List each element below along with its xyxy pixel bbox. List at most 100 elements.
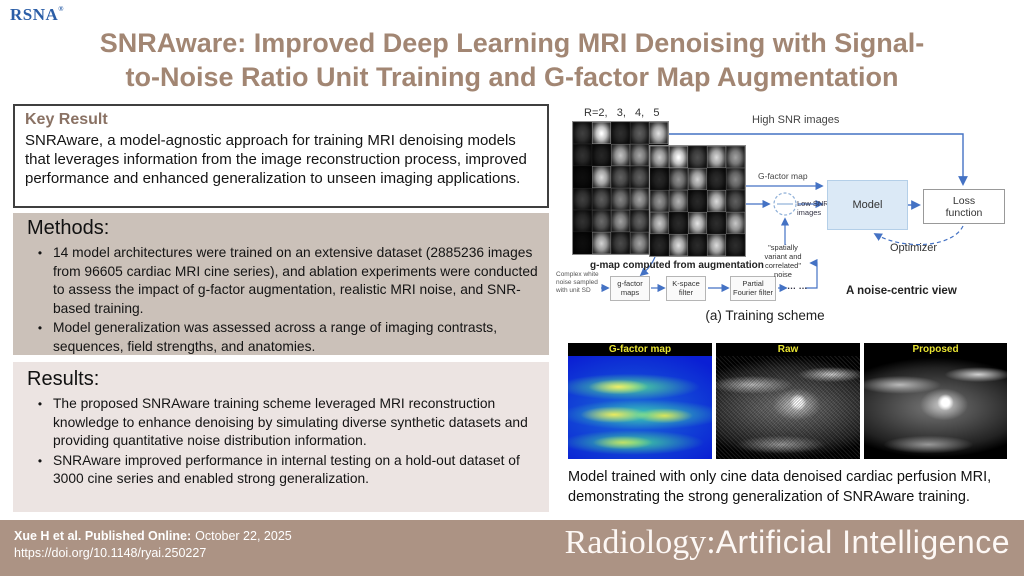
mri-cine-frame: [592, 144, 611, 166]
proposed-panel: Proposed: [864, 343, 1007, 459]
page-title: SNRAware: Improved Deep Learning MRI Den…: [40, 26, 984, 94]
results-bullet-2: • SNRAware improved performance in inter…: [27, 452, 541, 489]
mri-cine-frame: [669, 190, 688, 212]
results-bullet-2-text: SNRAware improved performance in interna…: [53, 452, 520, 487]
bullet-icon: •: [37, 321, 43, 335]
methods-bullet-2: • Model generalization was assessed acro…: [27, 319, 541, 356]
mri-cine-frame: [669, 212, 688, 234]
g-factor-map-label: G-factor map: [758, 171, 808, 181]
mri-cine-frame: [707, 168, 726, 190]
mri-cine-frame: [592, 166, 611, 188]
noise-source-label: Complex white noise sampled with unit SD: [556, 271, 599, 294]
citation-authors: Xue H et al. Published Online:: [14, 529, 192, 543]
mri-cine-frame: [669, 168, 688, 190]
mri-cine-frame: [707, 212, 726, 234]
registered-mark: ®: [58, 5, 65, 13]
proposed-panel-title: Proposed: [864, 343, 1007, 356]
mri-cine-frame: [726, 212, 745, 234]
mri-cine-frame: [650, 212, 669, 234]
methods-box: Methods: • 14 model architectures were t…: [13, 213, 549, 355]
mri-cine-frame: [611, 122, 630, 144]
proposed-mri-image: [864, 356, 1007, 459]
page-title-line-2: to-Noise Ratio Unit Training and G-facto…: [125, 62, 899, 92]
mri-cine-frame: [650, 146, 669, 168]
results-bullet-1: • The proposed SNRAware training scheme …: [27, 395, 541, 451]
mri-cine-frame: [650, 168, 669, 190]
mri-cine-frame: [573, 210, 592, 232]
mri-cine-frame: [650, 190, 669, 212]
high-snr-label: High SNR images: [752, 114, 840, 126]
acceleration-factor-label: R=2, 3, 4, 5: [584, 107, 660, 119]
mri-cine-frame: [611, 144, 630, 166]
noise-add-node-icon: [773, 192, 797, 216]
mri-cine-frame: [611, 232, 630, 254]
mri-cine-frame: [669, 146, 688, 168]
key-result-heading: Key Result: [25, 111, 108, 128]
mri-cine-frame: [592, 188, 611, 210]
rsna-logo-text: RSNA: [10, 5, 59, 24]
mri-cine-frame: [611, 188, 630, 210]
g-factor-panel-title: G-factor map: [568, 343, 712, 356]
methods-bullet-2-text: Model generalization was assessed across…: [53, 320, 498, 354]
results-list: • The proposed SNRAware training scheme …: [27, 395, 541, 489]
results-heading: Results:: [27, 368, 100, 390]
mri-cine-frame: [649, 122, 668, 144]
methods-list: • 14 model architectures were trained on…: [27, 244, 541, 356]
bullet-icon: •: [37, 453, 43, 468]
mri-cine-frame: [726, 190, 745, 212]
pipeline-ellipsis: … …: [787, 281, 808, 291]
methods-heading: Methods:: [27, 217, 110, 239]
results-bullet-1-text: The proposed SNRAware training scheme le…: [53, 396, 528, 448]
mri-cine-frame: [573, 144, 592, 166]
methods-bullet-1: • 14 model architectures were trained on…: [27, 244, 541, 318]
raw-panel-title: Raw: [716, 343, 860, 356]
mri-cine-frame: [573, 166, 592, 188]
citation-date: October 22, 2025: [195, 529, 292, 543]
mri-cine-frame: [592, 210, 611, 232]
mri-cine-frame: [573, 232, 592, 254]
mri-cine-frame: [573, 188, 592, 210]
optimizer-label: Optimizer: [890, 242, 938, 254]
rsna-logo: RSNA®: [10, 5, 64, 25]
mri-cine-frame: [630, 232, 649, 254]
mri-cine-frame: [688, 168, 707, 190]
mri-cine-grid-back: [572, 121, 669, 255]
g-factor-panel: G-factor map: [568, 343, 712, 459]
key-result-box: Key Result SNRAware, a model-agnostic ap…: [13, 104, 549, 208]
mri-cine-frame: [707, 234, 726, 256]
mri-cine-frame: [630, 210, 649, 232]
pipeline-gfactor-maps-box: g-factor maps: [610, 276, 650, 301]
journal-logo: Radiology:Artificial Intelligence: [565, 524, 1010, 562]
mri-cine-grid-front: [649, 145, 746, 257]
page-title-line-1: SNRAware: Improved Deep Learning MRI Den…: [99, 28, 925, 58]
key-result-body: SNRAware, a model-agnostic approach for …: [25, 132, 527, 187]
journal-logo-radiology: Radiology:: [564, 524, 716, 561]
gmap-computed-caption: g-map computed from augmentation: [590, 260, 764, 271]
mri-cine-frame: [726, 234, 745, 256]
mri-cine-frame: [688, 146, 707, 168]
citation-line-1: Xue H et al. Published Online: October 22…: [14, 528, 292, 545]
pipeline-kspace-filter-box: K-space filter: [666, 276, 706, 301]
citation: Xue H et al. Published Online: October 22…: [14, 528, 292, 562]
model-box: Model: [827, 180, 908, 230]
mri-cine-frame: [707, 190, 726, 212]
bullet-icon: •: [37, 246, 43, 260]
loss-function-box: Loss function: [923, 189, 1005, 224]
results-box: Results: • The proposed SNRAware trainin…: [13, 362, 549, 512]
correlated-noise-label: "spatially variant and correlated" noise: [764, 243, 802, 279]
mri-cine-frame: [630, 144, 649, 166]
mri-cine-frame: [688, 190, 707, 212]
methods-bullet-1-text: 14 model architectures were trained on a…: [53, 245, 538, 316]
noise-centric-view-label: A noise-centric view: [846, 285, 957, 297]
generalization-caption: Model trained with only cine data denois…: [568, 469, 992, 505]
bullet-icon: •: [37, 397, 43, 411]
low-snr-images-label: Low SNR images: [797, 199, 829, 217]
g-factor-map-image: [568, 356, 712, 459]
citation-doi: https://doi.org/10.1148/ryai.250227: [14, 546, 207, 560]
mri-cine-frame: [630, 166, 649, 188]
mri-cine-frame: [630, 122, 649, 144]
mri-cine-frame: [630, 188, 649, 210]
pipeline-partial-fourier-box: Partial Fourier filter: [730, 276, 776, 301]
training-scheme-caption: (a) Training scheme: [705, 308, 825, 323]
